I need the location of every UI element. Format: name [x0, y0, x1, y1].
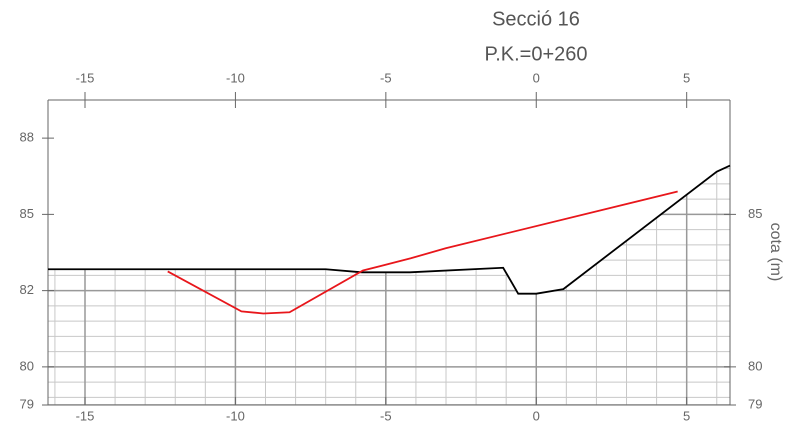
y2-axis-label: cota (m)	[767, 223, 784, 282]
y-tick-label: 80	[20, 358, 34, 373]
x-tick-label: 5	[683, 70, 690, 85]
y2-tick-label: 85	[748, 206, 762, 221]
chart-subtitle: P.K.=0+260	[484, 43, 587, 65]
y2-tick-label: 80	[748, 358, 762, 373]
x-tick-label: -5	[380, 408, 392, 423]
x-tick-label: 0	[533, 408, 540, 423]
y-tick-label: 88	[20, 130, 34, 145]
x-tick-label: 0	[533, 70, 540, 85]
line-series	[167, 190, 678, 315]
x-tick-label: -15	[76, 70, 95, 85]
line-series	[48, 164, 731, 295]
chart-title: Secció 16	[492, 8, 580, 30]
x-tick-label: -10	[226, 408, 245, 423]
y-tick-label: 79	[20, 396, 34, 411]
x-tick-label: 5	[683, 408, 690, 423]
x-tick-label: -15	[76, 408, 95, 423]
y-tick-label: 85	[20, 206, 34, 221]
y-tick-label: 82	[20, 282, 34, 297]
x-tick-label: -5	[380, 70, 392, 85]
y2-tick-label: 79	[748, 396, 762, 411]
x-tick-label: -10	[226, 70, 245, 85]
grid	[48, 165, 730, 405]
